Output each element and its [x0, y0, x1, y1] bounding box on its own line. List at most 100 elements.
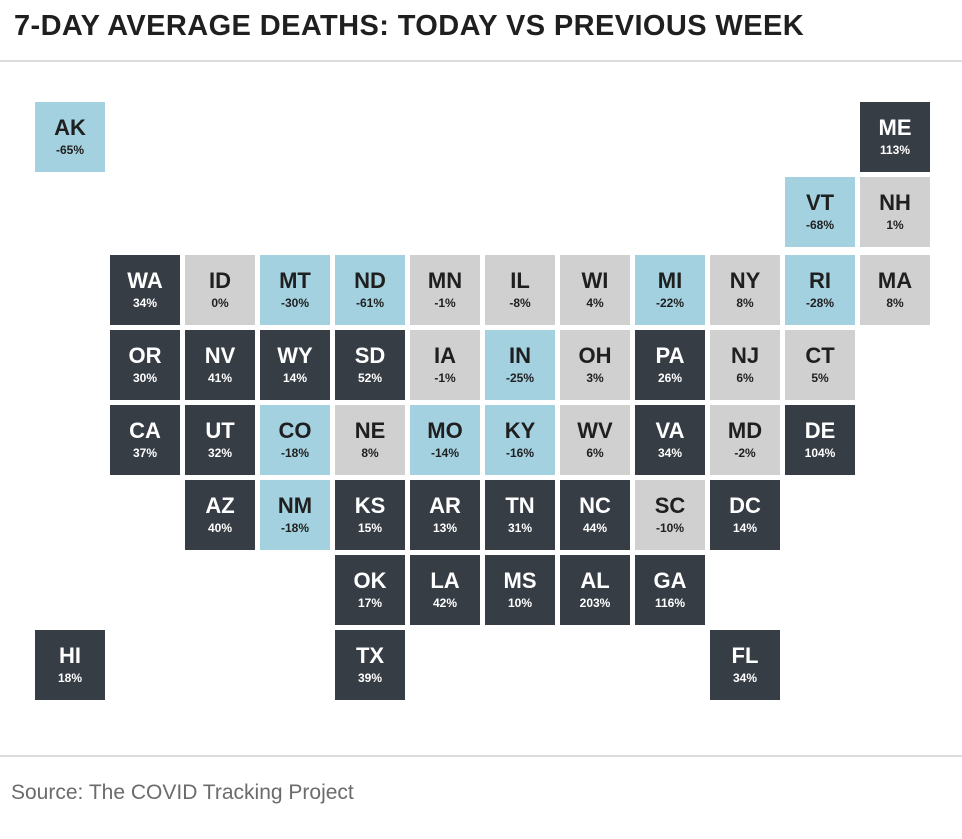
- state-tile-mo: MO -14%: [410, 405, 480, 475]
- state-abbr: MD: [727, 418, 763, 443]
- state-abbr: TN: [505, 493, 535, 518]
- state-change-value: 15%: [357, 521, 383, 535]
- state-tile-la: LA 42%: [410, 555, 480, 625]
- state-tile-pa: PA 26%: [635, 330, 705, 400]
- title-divider: [0, 60, 962, 62]
- state-tile-ma: MA 8%: [860, 255, 930, 325]
- state-change-value: 104%: [804, 446, 836, 460]
- state-tile-ny: NY 8%: [710, 255, 780, 325]
- state-change-value: 13%: [432, 521, 458, 535]
- state-abbr: NH: [879, 190, 911, 215]
- state-tile-ky: KY -16%: [485, 405, 555, 475]
- state-tile-dc: DC 14%: [710, 480, 780, 550]
- state-abbr: PA: [655, 343, 685, 368]
- state-abbr: DC: [729, 493, 761, 518]
- state-tile-ut: UT 32%: [185, 405, 255, 475]
- state-tile-mt: MT -30%: [260, 255, 330, 325]
- state-tile-md: MD -2%: [710, 405, 780, 475]
- state-change-value: -30%: [280, 296, 309, 310]
- state-change-value: 14%: [732, 521, 758, 535]
- state-abbr: NV: [204, 343, 236, 368]
- state-abbr: WI: [581, 268, 609, 293]
- state-change-value: 0%: [211, 296, 229, 310]
- state-tile-me: ME 113%: [860, 102, 930, 172]
- state-tile-wv: WV 6%: [560, 405, 630, 475]
- state-abbr: KY: [504, 418, 536, 443]
- state-tile-nh: NH 1%: [860, 177, 930, 247]
- state-change-value: 4%: [586, 296, 604, 310]
- state-tile-nj: NJ 6%: [710, 330, 780, 400]
- state-change-value: 18%: [57, 671, 83, 685]
- state-change-value: -10%: [655, 521, 684, 535]
- state-tile-sd: SD 52%: [335, 330, 405, 400]
- state-change-value: 31%: [507, 521, 533, 535]
- state-abbr: MI: [657, 268, 683, 293]
- state-tile-az: AZ 40%: [185, 480, 255, 550]
- state-abbr: AR: [429, 493, 461, 518]
- state-change-value: -8%: [509, 296, 531, 310]
- state-change-value: 113%: [879, 143, 911, 157]
- state-tile-nd: ND -61%: [335, 255, 405, 325]
- state-abbr: HI: [59, 643, 81, 668]
- state-abbr: MS: [503, 568, 537, 593]
- state-tile-fl: FL 34%: [710, 630, 780, 700]
- state-tile-in: IN -25%: [485, 330, 555, 400]
- state-tile-ca: CA 37%: [110, 405, 180, 475]
- state-tile-ks: KS 15%: [335, 480, 405, 550]
- state-tile-id: ID 0%: [185, 255, 255, 325]
- state-abbr: RI: [809, 268, 831, 293]
- state-tile-wy: WY 14%: [260, 330, 330, 400]
- state-change-value: 32%: [207, 446, 233, 460]
- state-abbr: WV: [577, 418, 613, 443]
- state-tile-or: OR 30%: [110, 330, 180, 400]
- state-abbr: LA: [430, 568, 460, 593]
- state-tile-co: CO -18%: [260, 405, 330, 475]
- state-abbr: IA: [434, 343, 456, 368]
- state-tile-wi: WI 4%: [560, 255, 630, 325]
- state-abbr: ID: [209, 268, 231, 293]
- state-tile-nc: NC 44%: [560, 480, 630, 550]
- state-change-value: 34%: [732, 671, 758, 685]
- state-abbr: WY: [277, 343, 313, 368]
- state-tile-de: DE 104%: [785, 405, 855, 475]
- state-abbr: MN: [427, 268, 463, 293]
- state-abbr: CO: [278, 418, 312, 443]
- state-abbr: AL: [580, 568, 610, 593]
- source-divider: [0, 755, 962, 757]
- state-change-value: -18%: [280, 446, 309, 460]
- state-tile-sc: SC -10%: [635, 480, 705, 550]
- state-change-value: 26%: [657, 371, 683, 385]
- state-tile-ga: GA 116%: [635, 555, 705, 625]
- state-change-value: 14%: [282, 371, 308, 385]
- state-tile-wa: WA 34%: [110, 255, 180, 325]
- state-change-value: 37%: [132, 446, 158, 460]
- state-tile-ar: AR 13%: [410, 480, 480, 550]
- state-abbr: MO: [427, 418, 463, 443]
- state-tile-al: AL 203%: [560, 555, 630, 625]
- state-change-value: -65%: [55, 143, 84, 157]
- state-change-value: 8%: [886, 296, 904, 310]
- state-tile-va: VA 34%: [635, 405, 705, 475]
- state-abbr: FL: [731, 643, 759, 668]
- state-abbr: NJ: [730, 343, 760, 368]
- state-abbr: DE: [804, 418, 836, 443]
- state-abbr: MT: [279, 268, 311, 293]
- state-abbr: ND: [354, 268, 386, 293]
- state-change-value: 34%: [657, 446, 683, 460]
- state-change-value: 5%: [811, 371, 829, 385]
- state-abbr: NC: [579, 493, 611, 518]
- state-change-value: 1%: [886, 218, 904, 232]
- state-change-value: 8%: [736, 296, 754, 310]
- state-abbr: WA: [127, 268, 163, 293]
- state-abbr: OK: [353, 568, 387, 593]
- state-abbr: SD: [354, 343, 386, 368]
- state-tile-ne: NE 8%: [335, 405, 405, 475]
- state-tile-mi: MI -22%: [635, 255, 705, 325]
- state-tile-vt: VT -68%: [785, 177, 855, 247]
- state-change-value: 6%: [586, 446, 604, 460]
- state-abbr: AK: [54, 115, 86, 140]
- source-note: Source: The COVID Tracking Project: [11, 781, 354, 804]
- state-change-value: -25%: [505, 371, 534, 385]
- state-abbr: SC: [654, 493, 686, 518]
